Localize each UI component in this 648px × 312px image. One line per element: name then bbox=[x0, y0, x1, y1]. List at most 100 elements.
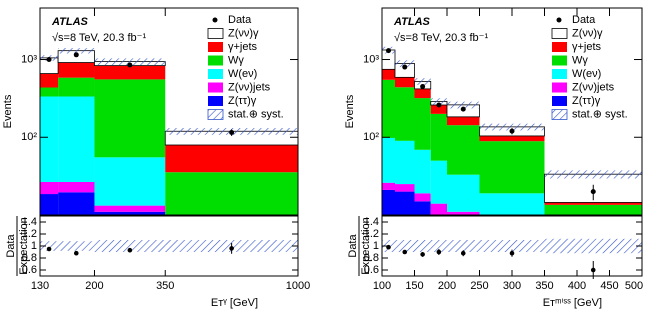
legend-label: stat.⊕ syst. bbox=[572, 108, 628, 120]
stack-segment bbox=[94, 79, 166, 158]
stack-segment bbox=[382, 189, 395, 215]
x-tick-label: 350 bbox=[535, 280, 553, 292]
ratio-y-tick-label: 0.8 bbox=[364, 252, 379, 264]
stack-segment bbox=[479, 193, 545, 215]
uncertainty-band bbox=[544, 170, 642, 179]
ratio-band bbox=[58, 241, 95, 251]
y-axis-label: Events bbox=[344, 94, 356, 128]
legend-label: W(eν) bbox=[228, 68, 257, 80]
stack-segment bbox=[414, 98, 431, 150]
stack-segment bbox=[94, 65, 166, 80]
stack-segment bbox=[544, 202, 642, 205]
data-point bbox=[402, 64, 408, 70]
legend-marker bbox=[212, 17, 218, 23]
ratio-point bbox=[436, 249, 442, 255]
legend-label: Z(νν)γ bbox=[228, 27, 259, 39]
stack-segment bbox=[430, 105, 447, 114]
stack-segment bbox=[479, 141, 545, 194]
stack-segment bbox=[94, 205, 166, 212]
ratio-point bbox=[127, 247, 133, 253]
ratio-y-tick-label: 1 bbox=[31, 240, 37, 252]
plot-area bbox=[382, 46, 642, 215]
ratio-y-label-numerator: Data bbox=[5, 234, 17, 258]
stack-segment bbox=[165, 279, 298, 293]
legend-label: Z(νν)jets bbox=[572, 81, 615, 93]
stack-segment bbox=[395, 140, 415, 185]
stack-segment bbox=[414, 88, 431, 99]
ratio-area bbox=[382, 238, 642, 279]
x-tick-label: 150 bbox=[405, 280, 423, 292]
ratio-y-tick-label: 0.6 bbox=[364, 264, 379, 276]
ratio-y-tick-label: 1 bbox=[373, 240, 379, 252]
legend-label: Wγ bbox=[572, 54, 588, 66]
stack-segment bbox=[40, 73, 59, 88]
ratio-point bbox=[460, 250, 466, 256]
stack-segment bbox=[58, 62, 95, 78]
x-tick-label: 1000 bbox=[286, 280, 310, 292]
y-tick-label: 10² bbox=[363, 131, 379, 143]
stack-segment bbox=[58, 96, 95, 182]
data-point bbox=[460, 106, 466, 112]
legend-swatch bbox=[207, 109, 224, 120]
ratio-point bbox=[402, 249, 408, 255]
legend-label: γ+jets bbox=[228, 41, 258, 53]
data-point bbox=[46, 57, 52, 63]
x-tick-label: 250 bbox=[470, 280, 488, 292]
ratio-y-tick-label: 1.2 bbox=[22, 228, 37, 240]
uncertainty-band bbox=[447, 101, 480, 109]
y-tick-label: 10³ bbox=[21, 53, 37, 65]
data-point bbox=[127, 62, 133, 68]
x-tick-label: 200 bbox=[438, 280, 456, 292]
data-point bbox=[420, 83, 426, 89]
ratio-point bbox=[420, 252, 425, 257]
ratio-y-tick-label: 0.6 bbox=[22, 264, 37, 276]
x-tick-label: 400 bbox=[568, 280, 586, 292]
x-tick-label: 450 bbox=[600, 280, 618, 292]
stack-segment bbox=[40, 96, 59, 182]
legend-swatch bbox=[552, 96, 567, 106]
stack-segment bbox=[447, 116, 480, 126]
energy-label: √s=8 TeV, 20.3 fb⁻¹ bbox=[394, 32, 488, 44]
stack-segment bbox=[395, 77, 415, 88]
ratio-y-tick-label: 0.8 bbox=[22, 252, 37, 264]
uncertainty-band bbox=[94, 58, 166, 66]
legend-swatch bbox=[208, 82, 223, 93]
stack-segment bbox=[58, 77, 95, 97]
stack-segment bbox=[430, 113, 447, 161]
stack-segment bbox=[382, 137, 395, 183]
legend-label: stat.⊕ syst. bbox=[228, 108, 284, 120]
data-point bbox=[73, 52, 79, 58]
stack-segment bbox=[447, 174, 480, 212]
ratio-point bbox=[509, 250, 515, 256]
y-tick-label: 10² bbox=[21, 131, 37, 143]
stack-segment bbox=[382, 182, 395, 190]
stack-segment bbox=[395, 184, 415, 192]
legend-swatch bbox=[551, 28, 568, 39]
legend-swatch bbox=[552, 69, 567, 79]
data-point bbox=[386, 48, 391, 54]
x-axis-label: Eᴛᵐⁱˢˢ [GeV] bbox=[543, 297, 602, 309]
legend-swatch bbox=[551, 109, 568, 120]
stack-segment bbox=[395, 191, 415, 215]
uncertainty-band bbox=[395, 60, 415, 68]
uncertainty-band bbox=[58, 48, 95, 54]
stack-segment bbox=[430, 203, 447, 215]
stack-segment bbox=[414, 193, 431, 202]
x-tick-label: 350 bbox=[156, 280, 174, 292]
stack-segment bbox=[40, 87, 59, 97]
ratio-band bbox=[40, 241, 59, 251]
stack-segment bbox=[414, 149, 431, 194]
x-tick-label: 500 bbox=[625, 280, 643, 292]
uncertainty-band bbox=[479, 123, 545, 131]
legend-swatch bbox=[207, 28, 224, 39]
stack-segment bbox=[382, 69, 395, 80]
ratio-y-tick-label: 1.4 bbox=[364, 216, 379, 228]
stack-segment bbox=[40, 194, 59, 215]
ratio-band bbox=[395, 240, 415, 252]
x-tick-label: 300 bbox=[503, 280, 521, 292]
data-point bbox=[509, 128, 515, 134]
data-point bbox=[436, 102, 442, 108]
energy-label: √s=8 TeV, 20.3 fb⁻¹ bbox=[52, 32, 146, 44]
stack-segment bbox=[395, 87, 415, 141]
